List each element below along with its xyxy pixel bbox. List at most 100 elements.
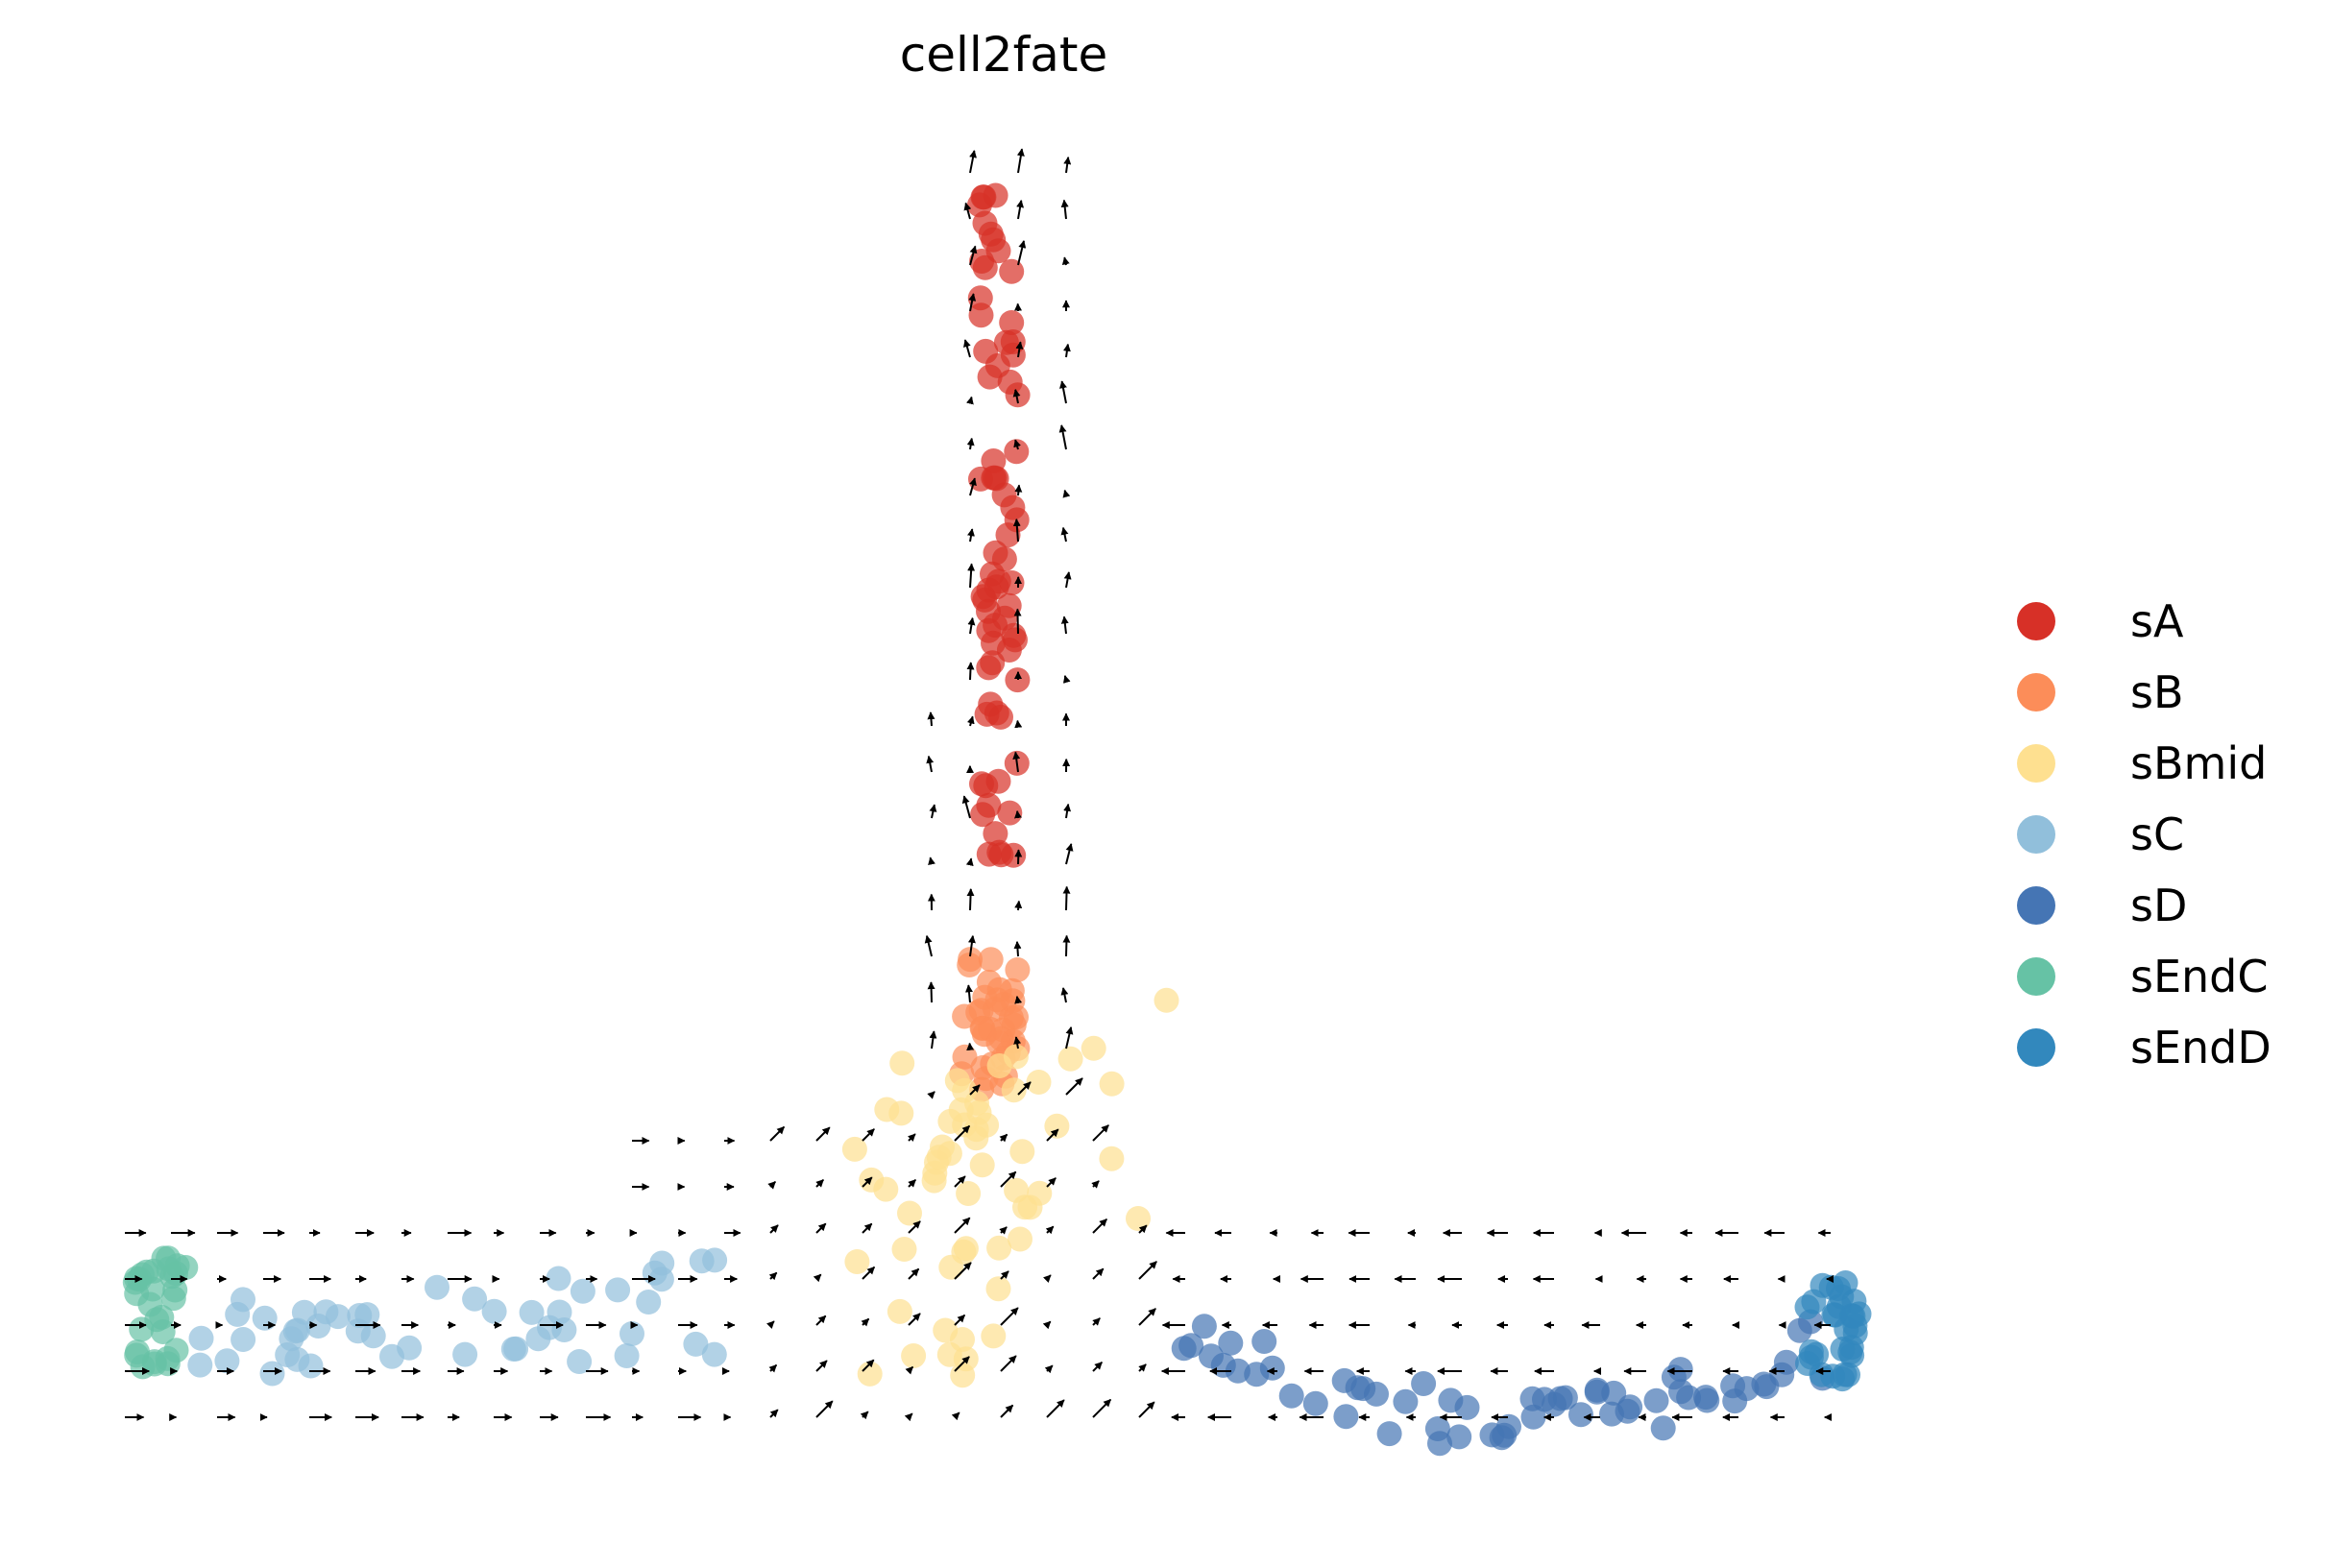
legend-label: sC bbox=[2130, 808, 2185, 860]
point-sA bbox=[997, 800, 1023, 826]
point-sC bbox=[547, 1299, 572, 1325]
velocity-arrow bbox=[951, 1411, 960, 1421]
point-sBmid bbox=[897, 1200, 922, 1226]
point-sA bbox=[977, 364, 1003, 390]
velocity-arrow bbox=[963, 339, 971, 358]
velocity-arrow bbox=[1014, 900, 1023, 911]
point-sC bbox=[187, 1352, 213, 1378]
point-sD bbox=[1191, 1314, 1217, 1339]
point-sC bbox=[648, 1266, 674, 1292]
point-sD bbox=[1489, 1425, 1515, 1451]
velocity-arrow bbox=[1014, 996, 1023, 1004]
velocity-arrow bbox=[963, 202, 972, 220]
point-sBmid bbox=[1099, 1071, 1125, 1097]
velocity-arrow bbox=[768, 1363, 778, 1373]
point-sBmid bbox=[963, 1117, 989, 1143]
point-sB bbox=[958, 947, 984, 973]
velocity-arrow bbox=[969, 1084, 981, 1096]
point-sD bbox=[1667, 1357, 1693, 1383]
point-sD bbox=[1568, 1402, 1593, 1428]
point-sEndC bbox=[141, 1351, 167, 1377]
velocity-arrow bbox=[908, 1267, 920, 1280]
velocity-arrow bbox=[965, 857, 974, 867]
point-sD bbox=[1251, 1329, 1277, 1354]
velocity-arrow bbox=[1062, 885, 1071, 911]
point-sA bbox=[983, 182, 1008, 208]
velocity-arrow bbox=[1014, 810, 1022, 819]
point-sD bbox=[1650, 1415, 1676, 1441]
point-sBmid bbox=[985, 1276, 1011, 1302]
point-sD bbox=[1424, 1416, 1450, 1441]
velocity-arrow bbox=[769, 1409, 779, 1418]
velocity-arrow bbox=[1092, 1124, 1109, 1142]
velocity-arrow bbox=[907, 1133, 916, 1143]
point-sBmid bbox=[938, 1254, 964, 1280]
point-sC bbox=[605, 1277, 631, 1303]
velocity-arrow bbox=[1017, 1081, 1032, 1096]
point-sC bbox=[425, 1274, 449, 1300]
point-sC bbox=[519, 1299, 545, 1325]
point-sBmid bbox=[986, 1235, 1012, 1261]
velocity-arrow bbox=[905, 1365, 914, 1375]
velocity-arrow bbox=[815, 1360, 828, 1372]
velocity-arrow bbox=[1046, 1128, 1059, 1142]
velocity-arrow bbox=[966, 715, 975, 727]
point-sD bbox=[1615, 1398, 1640, 1424]
velocity-arrow bbox=[1000, 1270, 1009, 1280]
velocity-arrow bbox=[767, 1180, 777, 1190]
velocity-arrow bbox=[961, 795, 971, 819]
point-sD bbox=[1225, 1358, 1251, 1384]
point-sC bbox=[614, 1343, 640, 1368]
legend-item-sD: sD bbox=[2017, 870, 2271, 941]
velocity-arrow bbox=[1092, 1267, 1105, 1280]
point-sBmid bbox=[981, 1323, 1007, 1349]
point-sBmid bbox=[986, 1053, 1012, 1078]
point-sBmid bbox=[1154, 987, 1179, 1013]
velocity-arrow bbox=[927, 981, 935, 1003]
legend-swatch bbox=[2017, 815, 2055, 854]
velocity-arrow bbox=[954, 1124, 971, 1142]
velocity-arrow bbox=[765, 1320, 775, 1330]
point-sBmid bbox=[1012, 1194, 1037, 1220]
point-sEndC bbox=[164, 1253, 190, 1279]
point-sA bbox=[983, 821, 1008, 847]
velocity-arrow bbox=[967, 563, 976, 589]
point-sBmid bbox=[1008, 1226, 1032, 1252]
point-sD bbox=[1333, 1404, 1359, 1430]
velocity-arrow bbox=[1000, 1307, 1019, 1326]
point-sBmid bbox=[873, 1176, 899, 1202]
velocity-arrow bbox=[954, 1175, 966, 1188]
legend-swatch bbox=[2017, 673, 2055, 712]
legend-swatch bbox=[2017, 744, 2055, 783]
legend-label: sBmid bbox=[2130, 737, 2268, 789]
velocity-arrow bbox=[1014, 719, 1023, 729]
point-sEndC bbox=[129, 1316, 155, 1342]
velocity-arrow bbox=[862, 1266, 876, 1280]
velocity-arrow bbox=[1092, 1218, 1108, 1234]
velocity-arrow bbox=[769, 1224, 779, 1234]
velocity-arrow bbox=[768, 1271, 778, 1281]
velocity-arrow bbox=[1063, 157, 1072, 174]
velocity-arrow bbox=[815, 1126, 831, 1142]
point-sEndD bbox=[1818, 1274, 1844, 1300]
velocity-arrow bbox=[1042, 1274, 1052, 1284]
point-sBmid bbox=[857, 1361, 883, 1387]
velocity-arrow bbox=[1045, 1225, 1055, 1235]
point-sD bbox=[1584, 1379, 1610, 1405]
velocity-arrow bbox=[954, 1262, 972, 1280]
legend-swatch bbox=[2017, 1028, 2055, 1067]
velocity-arrow bbox=[965, 396, 974, 405]
velocity-arrow bbox=[1063, 571, 1072, 589]
velocity-arrow bbox=[1138, 1308, 1156, 1326]
velocity-arrow bbox=[929, 804, 937, 819]
point-sC bbox=[284, 1346, 310, 1372]
velocity-arrow bbox=[926, 755, 935, 773]
velocity-arrow bbox=[1065, 1026, 1074, 1049]
point-sA bbox=[1004, 439, 1030, 465]
velocity-arrow bbox=[964, 984, 973, 1003]
velocity-arrow bbox=[1060, 615, 1069, 635]
point-sBmid bbox=[921, 1168, 947, 1194]
point-sEndD bbox=[1801, 1289, 1827, 1315]
legend-swatch bbox=[2017, 886, 2055, 925]
velocity-arrow bbox=[1042, 1320, 1052, 1330]
